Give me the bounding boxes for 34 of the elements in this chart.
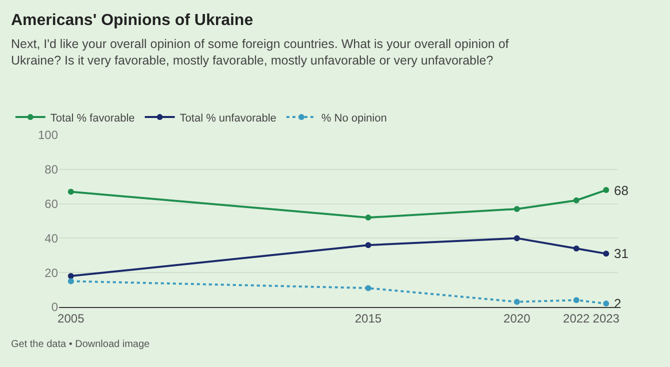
legend-label: Total % favorable [50,112,135,124]
point [603,187,610,194]
point [573,246,580,252]
point [365,242,372,248]
data-label: 68 [614,183,628,198]
chart-title: Americans' Opinions of Ukraine [11,12,254,29]
point [514,206,520,212]
y-tick-label: 80 [44,162,58,177]
point [573,197,580,204]
point [573,297,580,304]
text: Get the data • Download image [11,339,150,350]
point [365,214,372,221]
point [365,285,372,292]
x-tick-label: 2022 [563,311,590,326]
legend-label: % No opinion [321,112,387,124]
point [603,300,610,307]
y-tick-label: 40 [44,231,58,246]
point [68,278,74,284]
y-tick-label: 0 [51,300,58,314]
point [514,235,520,242]
point [603,250,610,257]
x-tick-label: 2020 [504,311,531,326]
x-tick-label: 2005 [58,311,85,326]
x-tick-label: 2023 [592,311,620,326]
point [514,298,520,305]
y-tick-label: 20 [44,266,58,280]
y-tick-label: 60 [44,197,58,211]
x-tick-label: 2015 [354,311,382,326]
legend-label: Total % unfavorable [180,112,276,124]
data-label: 31 [614,246,628,261]
y-tick-label: 100 [38,128,58,142]
point [68,273,74,280]
point [68,188,74,195]
chart-subtitle: Next, I'd like your overall opinion of some foreign countries. What is your overall opinion of Ukraine? Is it very favorable, mostly favorable, mostly unfavorable or very unfavorable? [11,37,510,68]
